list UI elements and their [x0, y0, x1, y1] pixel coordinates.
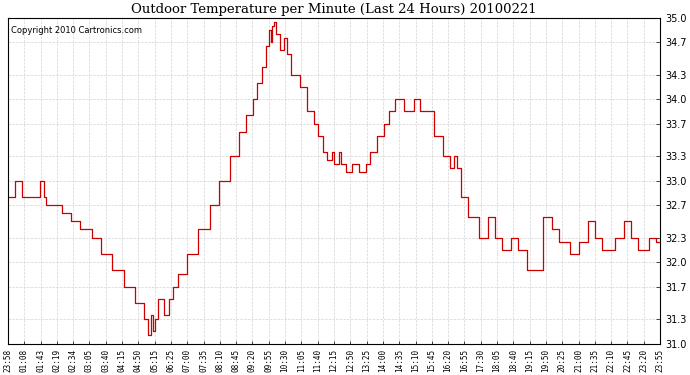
Title: Outdoor Temperature per Minute (Last 24 Hours) 20100221: Outdoor Temperature per Minute (Last 24 …: [131, 3, 537, 16]
Text: Copyright 2010 Cartronics.com: Copyright 2010 Cartronics.com: [11, 26, 142, 35]
